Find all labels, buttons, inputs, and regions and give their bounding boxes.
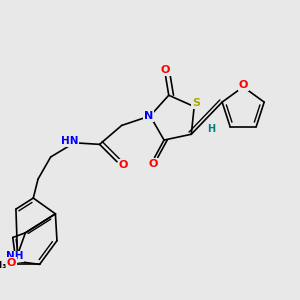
- Text: H: H: [207, 124, 215, 134]
- Text: O: O: [118, 160, 128, 170]
- Text: S: S: [192, 98, 200, 108]
- Text: HN: HN: [61, 136, 78, 146]
- Text: O: O: [238, 80, 248, 90]
- Text: N: N: [144, 111, 153, 121]
- Text: O: O: [7, 258, 16, 268]
- Text: NH: NH: [6, 251, 23, 262]
- Text: O: O: [148, 159, 158, 170]
- Text: CH₃: CH₃: [0, 261, 7, 270]
- Text: O: O: [161, 65, 170, 75]
